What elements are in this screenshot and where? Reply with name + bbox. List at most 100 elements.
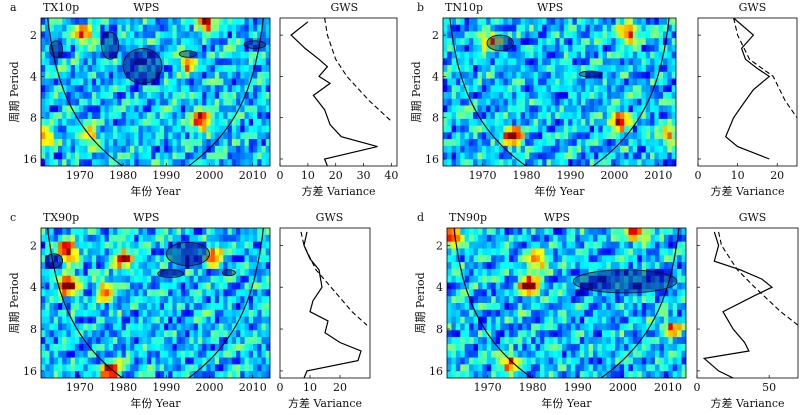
wps-title: WPS — [537, 1, 563, 14]
panel-letter: a — [10, 1, 17, 14]
significance-contour — [486, 34, 514, 52]
x-tick-label: 1990 — [152, 169, 180, 182]
y-tick-label: 8 — [30, 323, 37, 336]
gws-title: GWS — [331, 1, 359, 14]
wps-frame — [40, 227, 271, 379]
x-tick-label: 1980 — [519, 381, 547, 394]
wps-heatmap — [41, 228, 270, 378]
x-tick-label: 1990 — [556, 169, 584, 182]
gws-x-tick-label: 10 — [731, 169, 745, 182]
y-tick-label: 8 — [436, 323, 443, 336]
wps-ylabel: 周期 Period — [8, 272, 21, 333]
index-label: TX10p — [43, 1, 79, 14]
gws-significance-line — [718, 231, 798, 326]
index-label: TN90p — [449, 211, 487, 224]
gws-significance-line — [324, 18, 392, 122]
y-tick-label: 4 — [436, 281, 443, 294]
gws-x-tick-label: 0 — [277, 381, 284, 394]
x-tick-label: 2000 — [196, 169, 224, 182]
wps-xlabel: 年份 Year — [541, 396, 592, 410]
gws-variance-line — [290, 21, 378, 166]
y-tick-label: 16 — [23, 153, 37, 166]
significance-contour — [572, 269, 678, 294]
x-tick-label: 1980 — [109, 381, 137, 394]
wps-xlabel: 年份 Year — [130, 396, 181, 410]
x-tick-label: 2000 — [600, 169, 628, 182]
gws-title: GWS — [739, 1, 767, 14]
panel-letter: d — [417, 211, 424, 224]
wps-xlabel: 年份 Year — [534, 184, 585, 198]
x-tick-label: 1990 — [564, 381, 592, 394]
significance-contour — [243, 40, 267, 49]
gws-frame — [279, 17, 398, 167]
x-tick-label: 1990 — [152, 381, 180, 394]
wps-title: WPS — [544, 211, 570, 224]
x-tick-label: 2010 — [239, 169, 267, 182]
x-tick-label: 2000 — [609, 381, 637, 394]
gws-plot — [290, 18, 392, 166]
wps-frame — [442, 17, 677, 167]
significance-contour — [178, 50, 197, 58]
gws-title: GWS — [739, 211, 767, 224]
gws-title: GWS — [316, 211, 344, 224]
y-tick-label: 4 — [432, 70, 439, 83]
gws-plot — [724, 18, 797, 160]
y-tick-label: 2 — [432, 29, 439, 42]
y-tick-label: 2 — [30, 239, 37, 252]
gws-variance-line — [724, 18, 771, 160]
panel-letter: c — [10, 211, 16, 224]
y-tick-label: 2 — [436, 239, 443, 252]
cone-of-influence — [47, 18, 264, 166]
gws-x-tick-label: 20 — [329, 169, 343, 182]
index-label: TX90p — [43, 211, 79, 224]
y-tick-label: 4 — [30, 70, 37, 83]
wps-title: WPS — [133, 1, 159, 14]
gws-x-tick-label: 0 — [277, 169, 284, 182]
x-tick-label: 2010 — [644, 169, 672, 182]
x-tick-label: 1970 — [469, 169, 497, 182]
gws-xlabel: 方差 Variance — [301, 184, 375, 198]
significance-contour — [101, 31, 120, 60]
panel-d: 1970 1980 1990 2000 2010 2 4 8 16 d TN90p WPS 年份 Yea… — [414, 211, 799, 410]
y-tick-label: 16 — [429, 365, 443, 378]
significance-contour — [578, 70, 602, 78]
x-tick-label: 1970 — [474, 381, 502, 394]
y-tick-label: 8 — [30, 112, 37, 125]
gws-xlabel: 方差 Variance — [288, 396, 362, 410]
gws-x-tick-label: 20 — [770, 169, 784, 182]
gws-x-tick-label: 0 — [695, 169, 702, 182]
gws-significance-line — [300, 231, 368, 326]
y-tick-label: 4 — [30, 281, 37, 294]
gws-variance-line — [702, 231, 774, 378]
gws-plot — [300, 231, 368, 378]
gws-x-tick-label: 20 — [333, 381, 347, 394]
x-tick-label: 1980 — [109, 169, 137, 182]
gws-xlabel: 方差 Variance — [710, 396, 784, 410]
y-tick-label: 2 — [30, 29, 37, 42]
gws-x-tick-label: 0 — [694, 381, 701, 394]
x-tick-label: 1970 — [66, 169, 94, 182]
y-tick-label: 8 — [432, 112, 439, 125]
panel-letter: b — [417, 1, 424, 14]
wps-ylabel: 周期 Period — [414, 272, 427, 333]
wps-frame — [446, 227, 687, 379]
wps-ylabel: 周期 Period — [8, 61, 21, 122]
gws-variance-line — [303, 231, 362, 378]
gws-plot — [702, 231, 798, 378]
gws-x-tick-label: 30 — [357, 169, 371, 182]
gws-frame — [279, 227, 371, 379]
cone-of-influence — [47, 228, 264, 378]
index-label: TN10p — [445, 1, 483, 14]
wps-heatmap — [41, 18, 270, 166]
gws-frame — [696, 227, 799, 379]
wps-frame — [40, 17, 271, 167]
significance-contour — [165, 241, 210, 267]
cone-of-influence — [453, 228, 680, 378]
significance-contour — [122, 47, 163, 84]
gws-x-tick-label: 10 — [301, 169, 315, 182]
gws-xlabel: 方差 Variance — [710, 184, 784, 198]
wps-title: WPS — [133, 211, 159, 224]
